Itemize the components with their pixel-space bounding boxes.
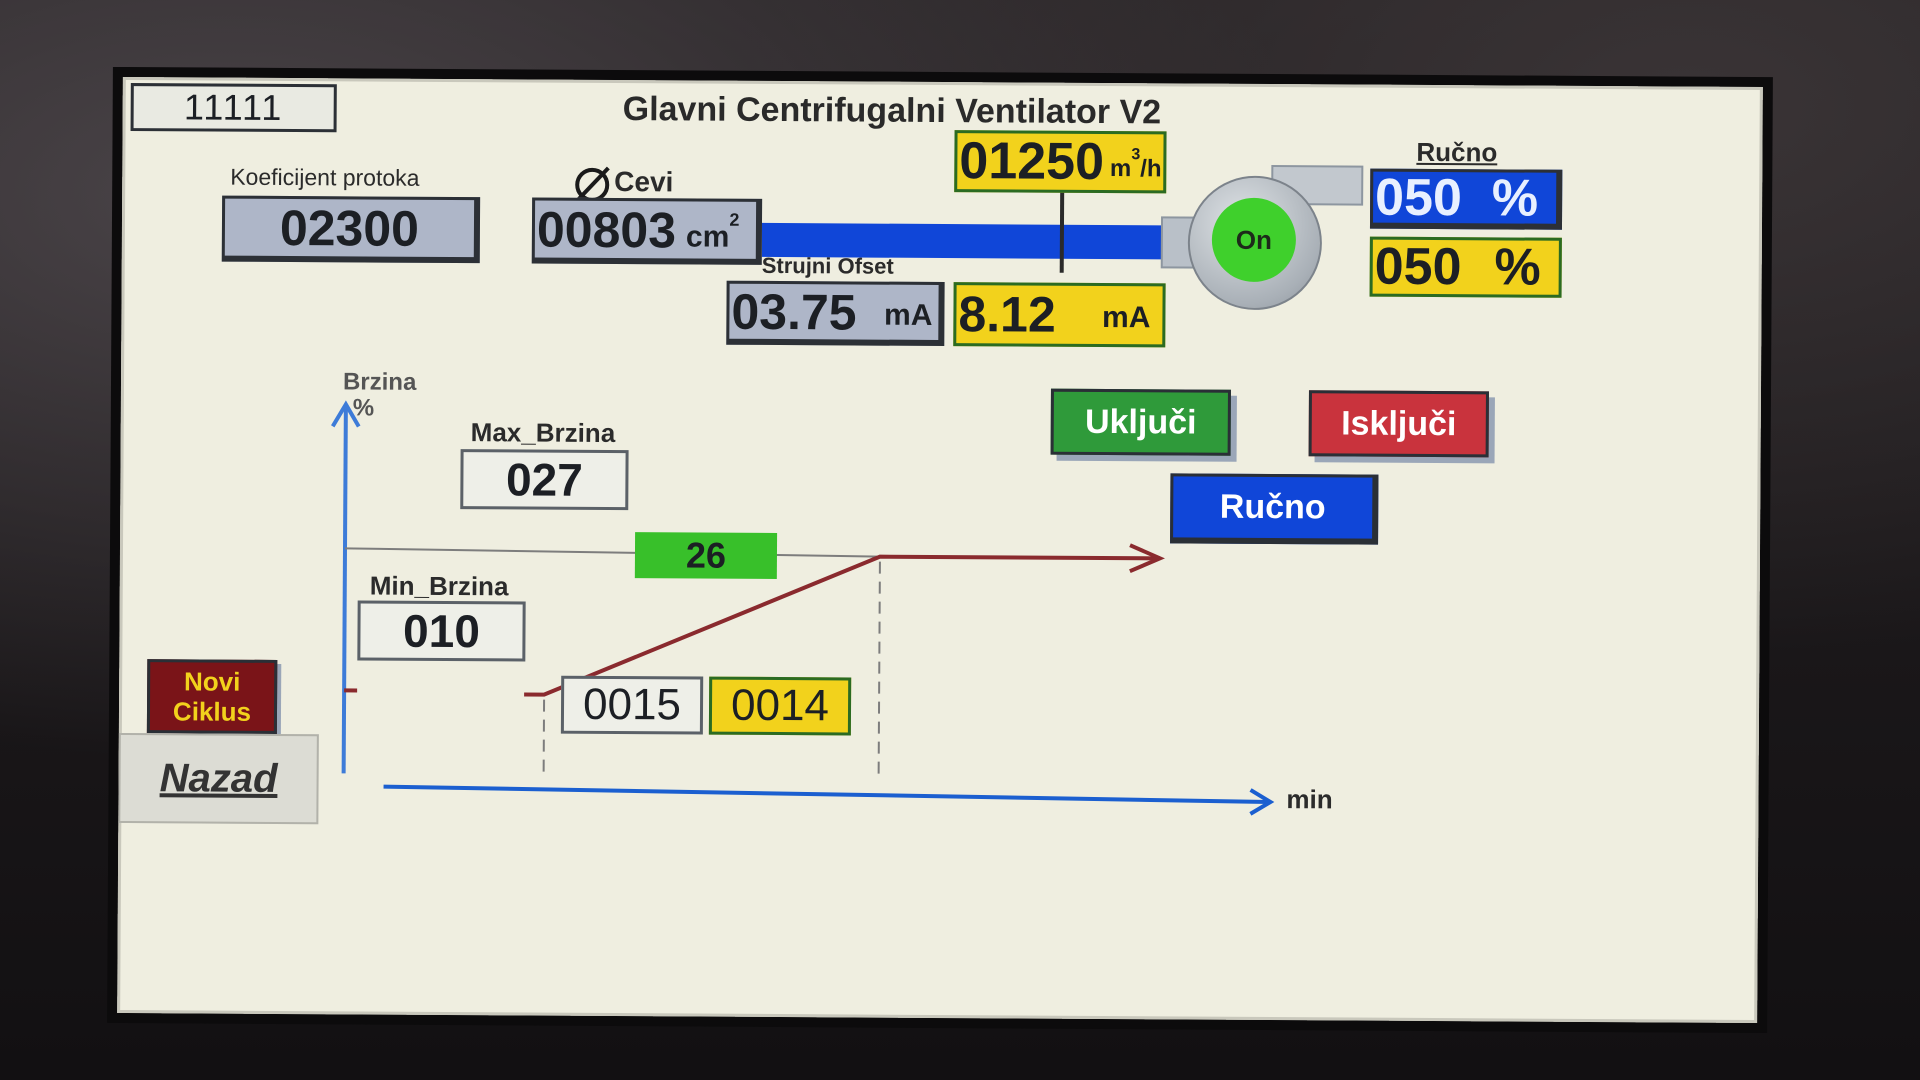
turn-on-button[interactable]: Uključi: [1050, 388, 1231, 456]
y-axis-arrow: [331, 400, 361, 428]
manual-blue-field[interactable]: 050 %: [1369, 168, 1563, 230]
flow-value-field: 01250 m 3 /h: [954, 130, 1167, 194]
current-actual-field: 8.12 mA: [953, 282, 1166, 348]
ramp-time-set-field[interactable]: 0015: [560, 675, 704, 735]
max-speed-label: Max_Brzina: [470, 417, 616, 449]
flow-bar-marker: [1059, 180, 1065, 273]
fan-status-indicator[interactable]: On: [1211, 197, 1297, 283]
graph-lines: [331, 165, 1364, 816]
max-ref-line: [344, 547, 880, 558]
x-axis: [383, 784, 1269, 805]
pipe-label: Cevi: [614, 166, 674, 198]
x-axis-unit: min: [1286, 784, 1333, 815]
y-axis-unit: %: [352, 394, 375, 422]
max-speed-field[interactable]: 027: [460, 449, 629, 511]
speed-profile: [524, 554, 1160, 697]
back-button[interactable]: Nazad: [118, 732, 319, 825]
manual-mode-button[interactable]: Ručno: [1170, 473, 1379, 545]
current-speed-field: 26: [634, 532, 778, 580]
min-speed-label: Min_Brzina: [369, 570, 509, 602]
manual-label: Ručno: [1416, 136, 1498, 168]
current-offset-field[interactable]: 03.75 mA: [726, 280, 945, 347]
speed-profile-arrow: [1129, 543, 1165, 574]
coef-label: Koeficijent protoka: [230, 163, 420, 191]
new-cycle-button[interactable]: Novi Ciklus: [146, 659, 278, 734]
ramp-time-actual-field: 0014: [708, 676, 852, 736]
min-speed-field[interactable]: 010: [357, 600, 526, 662]
current-offset-label: Strujni Ofset: [761, 252, 894, 279]
id-field[interactable]: 11111: [130, 83, 337, 133]
x-axis-arrow: [1249, 788, 1275, 816]
coef-value-field[interactable]: 02300: [221, 195, 481, 264]
hmi-screen: 11111 Glavni Centrifugalni Ventilator V2…: [117, 76, 1763, 1024]
turn-off-button[interactable]: Isključi: [1308, 390, 1489, 458]
y-axis: [341, 408, 348, 774]
pipe-value-field[interactable]: 00803 cm 2: [531, 197, 763, 265]
manual-yellow-field: 050 %: [1369, 236, 1562, 298]
ramp-end-marker: [877, 561, 881, 782]
page-title: Glavni Centrifugalni Ventilator V2: [622, 90, 1162, 132]
y-axis-label: Brzina: [342, 368, 417, 396]
